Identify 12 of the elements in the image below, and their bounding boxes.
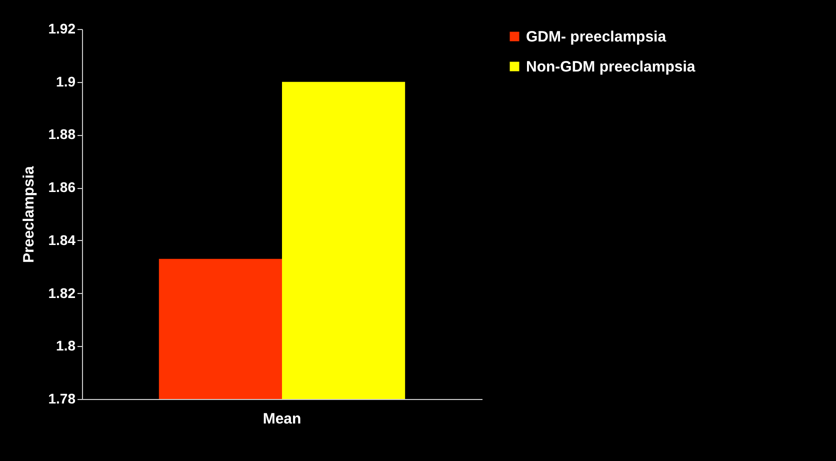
y-tick-label: 1.84: [48, 232, 76, 248]
y-tick-label: 1.82: [48, 284, 76, 301]
y-tick-label: 1.88: [48, 126, 76, 142]
y-tick-label: 1.92: [48, 20, 76, 36]
y-tick-label: 1.78: [48, 390, 76, 406]
y-tick-label: 1.8: [56, 338, 76, 354]
x-tick-label: Mean: [262, 410, 302, 428]
legend-label: Non-GDM preeclampsia: [526, 58, 696, 76]
y-axis-title: Preeclampsia: [20, 165, 38, 263]
y-tick-label: 1.86: [48, 179, 76, 196]
legend-label: GDM- preeclampsia: [526, 28, 667, 46]
y-tick-label: 1.9: [56, 73, 76, 90]
